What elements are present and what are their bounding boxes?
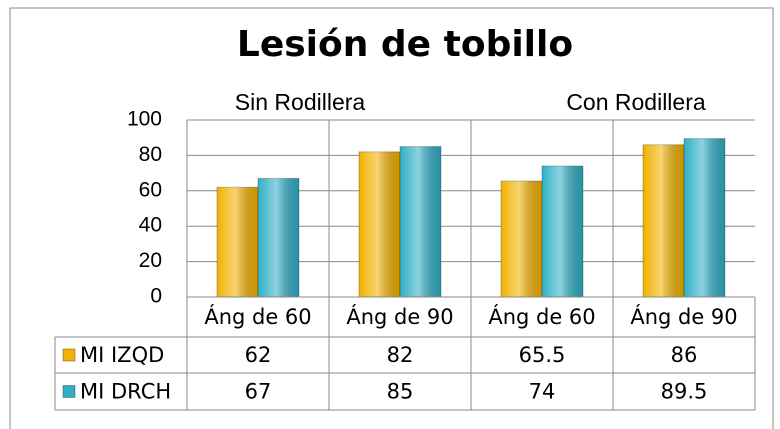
bar-shade (501, 181, 542, 297)
bar-shade (684, 138, 725, 297)
annotation: Sin Rodillera (235, 89, 366, 115)
y-tick-label: 60 (139, 178, 162, 201)
y-tick-label: 100 (127, 108, 162, 131)
bar-shade (359, 151, 400, 297)
bar-shade (542, 166, 583, 297)
legend-label: MI DRCH (80, 380, 171, 404)
y-tick-label: 20 (139, 249, 162, 272)
x-tick-label: Áng de 90 (630, 304, 737, 329)
table-value: 62 (245, 343, 272, 367)
x-tick-label: Áng de 90 (346, 304, 453, 329)
bar-shade (400, 146, 441, 297)
legend-key (62, 385, 76, 398)
bar-shade (643, 144, 684, 297)
x-tick-label: Áng de 60 (488, 304, 595, 329)
annotation: Con Rodillera (566, 89, 706, 115)
chart-title: Lesión de tobillo (237, 24, 573, 65)
y-tick-label: 80 (139, 143, 162, 166)
table-value: 74 (529, 380, 556, 404)
table-value: 67 (245, 380, 272, 404)
table-value: 89.5 (661, 380, 708, 404)
bar-shade (217, 187, 258, 297)
table-value: 82 (387, 343, 414, 367)
y-tick-label: 40 (139, 214, 162, 237)
bar-shade (258, 178, 299, 297)
x-tick-label: Áng de 60 (204, 304, 311, 329)
table-value: 85 (387, 380, 414, 404)
y-tick-label: 0 (150, 285, 162, 308)
table-value: 65.5 (519, 343, 566, 367)
table-value: 86 (671, 343, 698, 367)
legend-label: MI IZQD (80, 343, 164, 367)
legend-key (62, 348, 76, 362)
